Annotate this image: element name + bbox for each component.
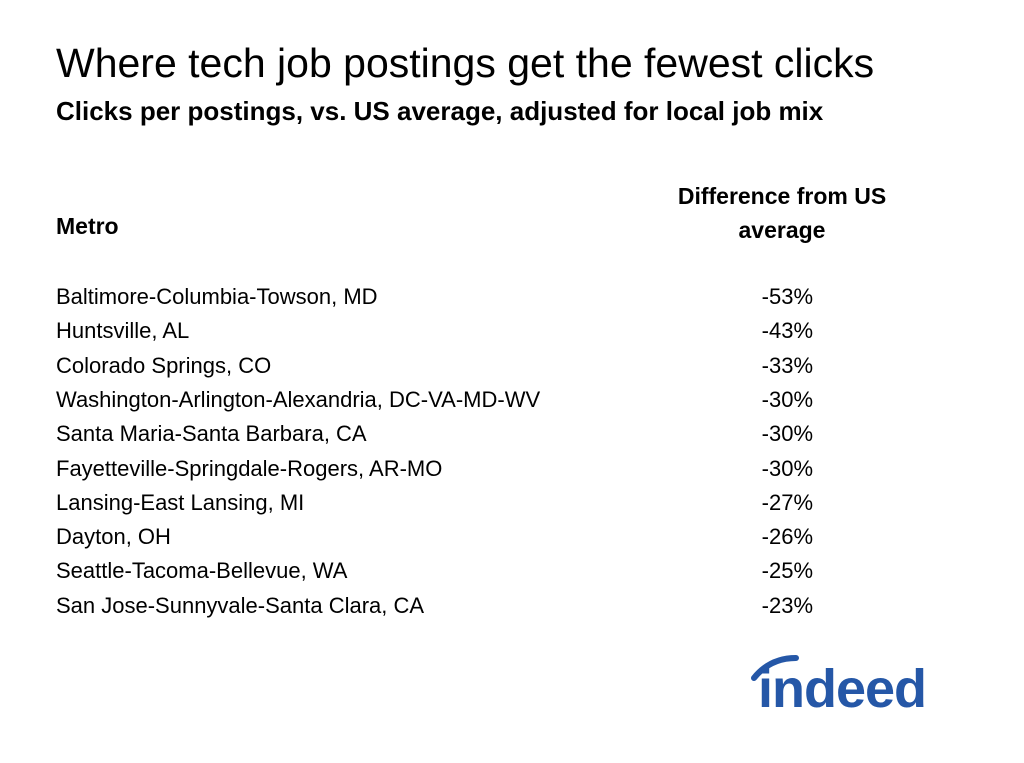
metro-cell: Washington-Arlington-Alexandria, DC-VA-M… — [56, 386, 541, 412]
metro-cell: Santa Maria-Santa Barbara, CA — [56, 421, 367, 447]
metro-cell: Dayton, OH — [56, 524, 171, 550]
difference-cell: -43% — [761, 318, 813, 344]
table-row: Colorado Springs, CO -33% — [56, 353, 816, 387]
metro-cell: Seattle-Tacoma-Bellevue, WA — [56, 558, 348, 584]
metro-cell: Fayetteville-Springdale-Rogers, AR-MO — [56, 455, 443, 481]
difference-cell: -33% — [761, 352, 813, 378]
table-row: Lansing-East Lansing, MI -27% — [56, 490, 816, 524]
table-row: Seattle-Tacoma-Bellevue, WA -25% — [56, 558, 816, 592]
table-row: Huntsville, AL -43% — [56, 318, 816, 352]
difference-cell: -23% — [761, 592, 813, 618]
difference-cell: -30% — [761, 386, 813, 412]
difference-cell: -30% — [761, 455, 813, 481]
table-row: San Jose-Sunnyvale-Santa Clara, CA -23% — [56, 593, 816, 627]
logo: indeed — [748, 652, 958, 722]
logo-arc — [751, 655, 799, 681]
metro-cell: Lansing-East Lansing, MI — [56, 489, 305, 515]
difference-cell: -53% — [761, 284, 813, 309]
metro-cell: San Jose-Sunnyvale-Santa Clara, CA — [56, 592, 425, 618]
table-row: Santa Maria-Santa Barbara, CA -30% — [56, 421, 816, 455]
metro-cell: Baltimore-Columbia-Towson, MD — [56, 284, 378, 309]
column-header: Metro — [56, 213, 119, 239]
difference-cell: -30% — [761, 421, 813, 447]
table-row: Washington-Arlington-Alexandria, DC-VA-M… — [56, 387, 816, 421]
metro-cell: Colorado Springs, CO — [56, 352, 272, 378]
table-row: Fayetteville-Springdale-Rogers, AR-MO -30… — [56, 456, 816, 490]
column-header: Difference from US average — [677, 183, 887, 243]
table-row: Dayton, OH -26% — [56, 524, 816, 558]
difference-cell: -25% — [761, 558, 813, 584]
table-row: Baltimore-Columbia-Towson, MD -53% — [56, 284, 816, 318]
metro-cell: Huntsville, AL — [56, 318, 190, 344]
logo-text: indeed — [758, 659, 927, 719]
difference-cell: -26% — [761, 524, 813, 550]
difference-cell: -27% — [761, 489, 813, 515]
subtitle: Clicks per postings, vs. US average, adj… — [56, 96, 824, 126]
title: Where tech job postings get the fewest c… — [56, 40, 875, 86]
